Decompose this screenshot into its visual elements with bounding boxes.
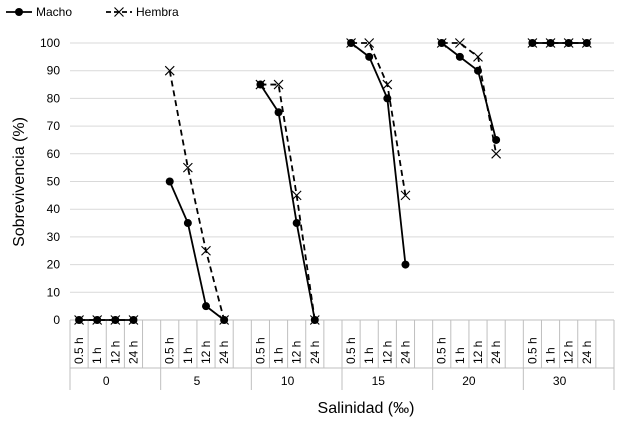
y-tick-label: 70 xyxy=(47,119,61,133)
data-point-hembra xyxy=(182,162,193,173)
data-point-macho xyxy=(183,219,192,228)
group-label: 5 xyxy=(194,374,201,388)
data-point-hembra xyxy=(473,51,483,62)
time-tick-label: 12 h xyxy=(290,341,304,364)
data-point-macho xyxy=(401,260,410,269)
data-point-macho xyxy=(202,302,210,311)
time-tick-label: 0.5 h xyxy=(525,337,539,364)
time-tick-label: 0.5 h xyxy=(435,337,449,364)
data-point-hembra xyxy=(128,315,139,325)
x-axis-title: Salinidad (‰) xyxy=(318,400,415,417)
data-point-macho xyxy=(165,177,174,186)
time-tick-label: 1 h xyxy=(181,347,195,364)
time-tick-label: 24 h xyxy=(580,341,594,364)
time-tick-label: 12 h xyxy=(562,341,576,364)
series-line-hembra xyxy=(441,42,498,154)
data-point-hembra xyxy=(346,38,356,48)
time-tick-label: 1 h xyxy=(544,347,558,364)
time-tick-label: 24 h xyxy=(308,341,322,364)
series-line-macho xyxy=(350,42,407,265)
time-tick-label: 1 h xyxy=(90,347,104,364)
series-line-hembra xyxy=(260,83,316,321)
time-tick-label: 1 h xyxy=(453,347,467,364)
time-tick-label: 12 h xyxy=(380,341,394,364)
y-tick-label: 40 xyxy=(47,202,61,216)
time-tick-label: 12 h xyxy=(108,341,122,364)
time-tick-label: 12 h xyxy=(199,341,213,364)
series-line-macho xyxy=(168,181,225,321)
y-tick-label: 80 xyxy=(47,91,61,105)
data-point-hembra xyxy=(545,38,556,48)
data-point-hembra xyxy=(581,38,592,48)
data-point-hembra xyxy=(92,315,103,325)
group-label: 10 xyxy=(281,374,295,388)
data-point-macho xyxy=(274,108,283,117)
time-tick-label: 0.5 h xyxy=(163,337,177,364)
time-tick-label: 24 h xyxy=(217,341,231,364)
data-point-hembra xyxy=(219,315,230,325)
time-tick-label: 0.5 h xyxy=(344,337,358,364)
data-point-macho xyxy=(292,219,301,228)
data-point-hembra xyxy=(110,315,121,325)
group-label: 15 xyxy=(372,374,386,388)
data-point-hembra xyxy=(491,148,502,159)
series-line-hembra xyxy=(351,42,407,196)
y-tick-label: 60 xyxy=(47,147,61,161)
time-tick-label: 24 h xyxy=(398,341,412,364)
data-point-hembra xyxy=(309,315,320,325)
time-tick-label: 12 h xyxy=(471,341,485,364)
data-point-hembra xyxy=(255,79,266,90)
series-line-macho xyxy=(441,42,498,141)
group-label: 30 xyxy=(553,374,567,388)
time-tick-label: 24 h xyxy=(489,341,503,364)
data-point-macho xyxy=(365,52,374,61)
y-tick-label: 90 xyxy=(47,64,61,78)
data-point-hembra xyxy=(382,79,393,90)
time-tick-label: 0.5 h xyxy=(72,337,86,364)
data-point-hembra xyxy=(273,79,284,90)
y-tick-label: 20 xyxy=(47,258,61,272)
legend-label: Macho xyxy=(36,5,72,19)
y-tick-label: 10 xyxy=(47,285,61,299)
y-tick-label: 50 xyxy=(47,175,61,189)
data-point-hembra xyxy=(454,38,465,48)
data-point-hembra xyxy=(291,190,302,201)
y-tick-label: 100 xyxy=(40,36,60,50)
series-line-macho xyxy=(259,84,316,321)
legend-marker-macho xyxy=(15,8,23,16)
time-tick-label: 24 h xyxy=(126,341,140,364)
data-point-hembra xyxy=(364,38,375,48)
data-point-hembra xyxy=(563,38,574,48)
data-point-hembra xyxy=(164,65,175,76)
data-point-macho xyxy=(455,52,464,61)
group-label: 20 xyxy=(462,374,476,388)
y-axis-title: Sobrevivencia (%) xyxy=(11,117,28,247)
time-tick-label: 1 h xyxy=(272,347,286,364)
data-point-macho xyxy=(492,135,501,144)
data-point-hembra xyxy=(527,38,538,48)
y-tick-label: 30 xyxy=(47,230,61,244)
data-point-hembra xyxy=(436,38,447,48)
y-tick-label: 0 xyxy=(53,313,60,327)
group-label: 0 xyxy=(103,374,110,388)
time-tick-label: 1 h xyxy=(362,347,376,364)
data-point-hembra xyxy=(201,245,211,256)
time-tick-label: 0.5 h xyxy=(253,337,267,364)
legend-label: Hembra xyxy=(136,5,179,19)
data-point-hembra xyxy=(74,315,84,325)
series-line-hembra xyxy=(168,70,226,321)
data-point-hembra xyxy=(400,190,411,201)
legend-marker-hembra xyxy=(114,7,124,17)
